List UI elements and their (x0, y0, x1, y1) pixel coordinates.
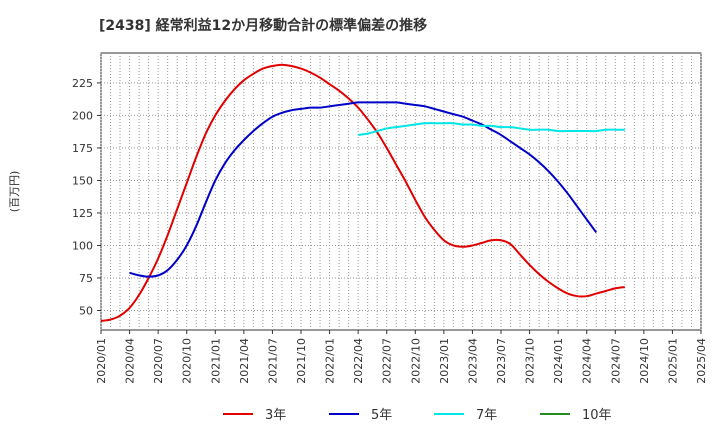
y-tick-label: 125 (72, 207, 93, 220)
x-tick-label: 2022/07 (381, 338, 394, 384)
x-tick-label: 2021/10 (295, 338, 308, 384)
legend-label-5年: 5年 (371, 408, 392, 423)
x-axis: 2020/01 2020/04 2020/07 2020/10 2021/01 2021/… (95, 330, 708, 384)
legend-label-10年: 10年 (582, 408, 612, 423)
y-axis-label: (百万円) (8, 171, 21, 213)
x-tick-label: 2022/04 (352, 338, 365, 384)
x-tick-label: 2024/01 (552, 338, 565, 384)
plot-area (100, 52, 702, 331)
chart-title: [2438] 経常利益12か月移動合計の標準偏差の推移 (99, 17, 427, 34)
x-tick-label: 2024/07 (609, 338, 622, 384)
x-tick-label: 2025/01 (666, 338, 679, 384)
series-line-7年 (358, 122, 625, 136)
y-tick-label: 100 (72, 239, 93, 252)
y-tick-label: 50 (79, 304, 93, 317)
x-tick-label: 2023/07 (495, 338, 508, 384)
x-tick-label: 2024/10 (638, 338, 651, 384)
x-tick-label: 2020/01 (95, 338, 108, 384)
x-tick-label: 2023/04 (466, 338, 479, 384)
legend: 3年 5年 7年 10年 (223, 408, 612, 423)
x-tick-label: 2023/01 (438, 338, 451, 384)
x-tick-label: 2020/10 (181, 338, 194, 384)
legend-label-3年: 3年 (265, 408, 286, 423)
x-tick-label: 2022/01 (324, 338, 337, 384)
series-line-5年 (129, 101, 598, 278)
x-tick-label: 2024/04 (581, 338, 594, 384)
x-tick-label: 2020/07 (152, 338, 165, 384)
series-lines (100, 63, 625, 322)
y-tick-label: 200 (72, 109, 93, 122)
x-tick-label: 2025/04 (695, 338, 708, 384)
series-line-3年 (100, 63, 625, 322)
x-tick-label: 2020/04 (124, 338, 137, 384)
x-tick-label: 2022/10 (409, 338, 422, 384)
y-tick-label: 150 (72, 174, 93, 187)
y-tick-label: 75 (79, 272, 93, 285)
x-tick-label: 2023/10 (524, 338, 537, 384)
y-axis: 50 75 100 125 150 175 200 225 (72, 77, 101, 317)
legend-label-7年: 7年 (476, 408, 497, 423)
grid-lines (100, 53, 702, 330)
x-tick-label: 2021/04 (238, 338, 251, 384)
x-tick-label: 2021/01 (209, 338, 222, 384)
x-tick-label: 2021/07 (266, 338, 279, 384)
y-tick-label: 225 (72, 77, 93, 90)
y-tick-label: 175 (72, 142, 93, 155)
